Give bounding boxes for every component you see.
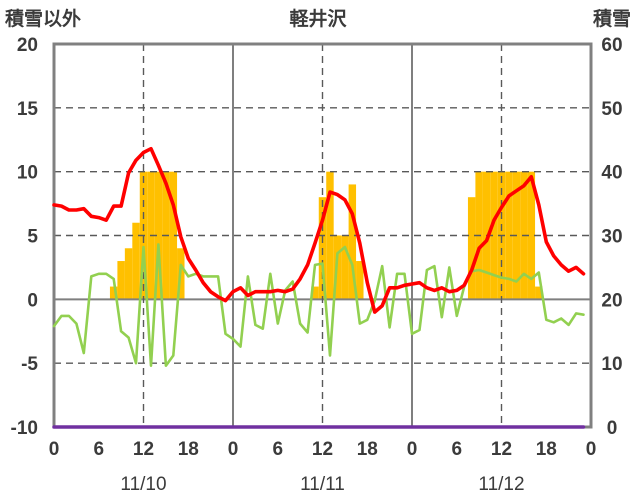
bar bbox=[109, 286, 118, 300]
x-tick-label: 0 bbox=[407, 439, 418, 460]
left-y-tick-label: 0 bbox=[27, 290, 38, 311]
bar bbox=[169, 171, 178, 300]
x-tick-label: 0 bbox=[586, 439, 597, 460]
x-tick-label: 12 bbox=[312, 439, 333, 460]
gridlines bbox=[54, 44, 591, 427]
right-y-tick-label: 10 bbox=[601, 354, 622, 375]
bar bbox=[124, 248, 133, 300]
x-tick-label: 6 bbox=[452, 439, 463, 460]
left-axis-line-series-2 bbox=[52, 146, 586, 314]
chart-title: 軽井沢 bbox=[289, 7, 347, 30]
bar bbox=[490, 171, 498, 300]
x-tick-label: 6 bbox=[94, 439, 105, 460]
x-tick-label: 18 bbox=[357, 439, 378, 460]
right-y-tick-label: 50 bbox=[601, 99, 622, 120]
right-y-tick-label: 0 bbox=[607, 418, 618, 439]
left-y-tick-label: -10 bbox=[11, 418, 38, 439]
bar bbox=[467, 197, 476, 300]
bar bbox=[326, 171, 334, 300]
date-label: 11/11 bbox=[300, 474, 345, 495]
bar bbox=[535, 286, 543, 300]
date-label: 11/12 bbox=[478, 474, 524, 495]
x-tick-label: 18 bbox=[178, 439, 199, 460]
tick-labels: 0 6 12 18 0 6 12 18 0 6 12 18 020151050-5-1060504030… bbox=[11, 35, 623, 495]
left-y-tick-label: 20 bbox=[17, 35, 38, 56]
left-axis-line-series-1 bbox=[52, 243, 585, 368]
bar bbox=[311, 286, 319, 300]
right-y-tick-label: 40 bbox=[601, 163, 622, 184]
right-y-tick-label: 60 bbox=[601, 35, 622, 56]
right-axis-title: 積雪 bbox=[593, 7, 631, 30]
bar bbox=[132, 222, 140, 300]
x-tick-label: 12 bbox=[133, 439, 154, 460]
x-tick-label: 6 bbox=[273, 439, 284, 460]
left-y-tick-label: 15 bbox=[17, 99, 39, 120]
x-tick-label: 0 bbox=[49, 439, 60, 460]
bar bbox=[117, 261, 125, 300]
left-y-tick-label: 5 bbox=[27, 227, 38, 248]
bar bbox=[527, 171, 536, 300]
left-axis-title: 積雪以外 bbox=[5, 7, 81, 30]
right-y-tick-label: 20 bbox=[601, 290, 622, 311]
bar bbox=[356, 261, 364, 300]
right-y-tick-label: 30 bbox=[601, 227, 622, 248]
left-y-tick-label: -5 bbox=[21, 354, 38, 375]
bar bbox=[348, 184, 357, 300]
x-tick-label: 0 bbox=[228, 439, 239, 460]
x-tick-label: 12 bbox=[491, 439, 512, 460]
bar bbox=[505, 171, 513, 300]
bar bbox=[341, 235, 349, 300]
series-lines bbox=[52, 146, 586, 429]
date-label: 11/10 bbox=[120, 474, 166, 495]
left-y-tick-label: 10 bbox=[17, 163, 38, 184]
x-tick-label: 18 bbox=[536, 439, 557, 460]
bar bbox=[154, 171, 163, 300]
